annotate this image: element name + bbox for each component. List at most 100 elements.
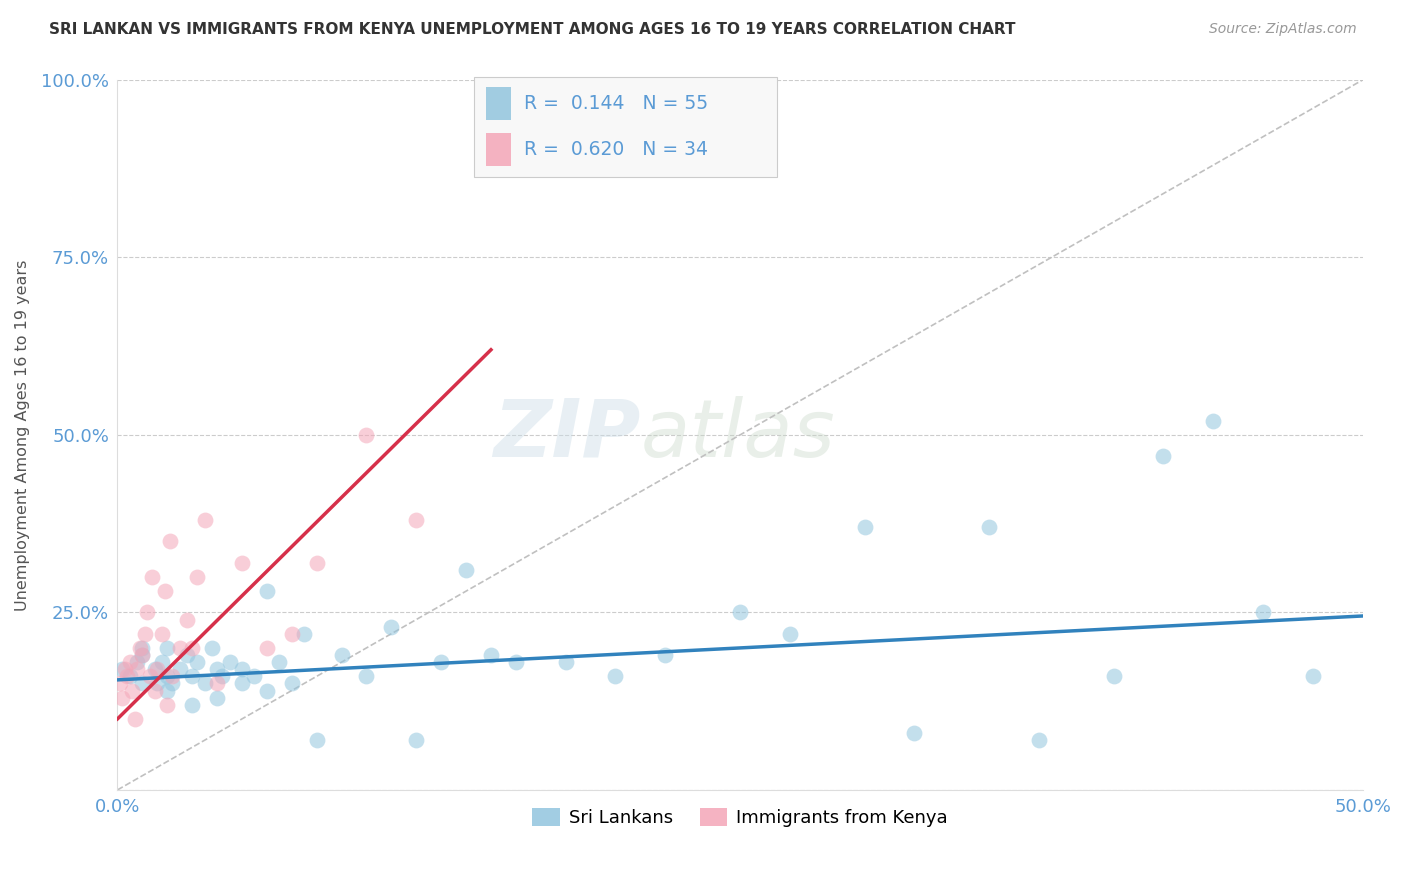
- Point: [143, 683, 166, 698]
- Text: SRI LANKAN VS IMMIGRANTS FROM KENYA UNEMPLOYMENT AMONG AGES 16 TO 19 YEARS CORRE: SRI LANKAN VS IMMIGRANTS FROM KENYA UNEM…: [49, 22, 1015, 37]
- Point: [1102, 669, 1125, 683]
- Point: [256, 584, 278, 599]
- Point: [1202, 414, 1225, 428]
- Point: [903, 726, 925, 740]
- Point: [127, 662, 149, 676]
- Point: [160, 676, 183, 690]
- Point: [156, 669, 179, 683]
- FancyBboxPatch shape: [486, 87, 512, 120]
- Point: [194, 676, 217, 690]
- Point: [1028, 733, 1050, 747]
- Point: [139, 669, 162, 683]
- Legend: Sri Lankans, Immigrants from Kenya: Sri Lankans, Immigrants from Kenya: [526, 800, 955, 834]
- Point: [181, 640, 204, 655]
- Text: R =  0.620   N = 34: R = 0.620 N = 34: [523, 140, 707, 159]
- Point: [156, 683, 179, 698]
- Point: [136, 606, 159, 620]
- Point: [117, 669, 139, 683]
- Point: [194, 513, 217, 527]
- Point: [853, 520, 876, 534]
- Text: Source: ZipAtlas.com: Source: ZipAtlas.com: [1209, 22, 1357, 37]
- Point: [181, 669, 204, 683]
- Point: [479, 648, 502, 662]
- FancyBboxPatch shape: [474, 77, 778, 178]
- Point: [356, 669, 378, 683]
- Point: [292, 626, 315, 640]
- Point: [380, 619, 402, 633]
- Point: [218, 655, 240, 669]
- Point: [977, 520, 1000, 534]
- Y-axis label: Unemployment Among Ages 16 to 19 years: Unemployment Among Ages 16 to 19 years: [15, 260, 30, 611]
- Point: [131, 648, 153, 662]
- Text: ZIP: ZIP: [494, 396, 640, 474]
- Point: [269, 655, 291, 669]
- Point: [176, 613, 198, 627]
- Point: [1152, 449, 1174, 463]
- Point: [176, 648, 198, 662]
- FancyBboxPatch shape: [486, 133, 512, 166]
- Point: [728, 606, 751, 620]
- Point: [134, 626, 156, 640]
- Point: [143, 662, 166, 676]
- Point: [505, 655, 527, 669]
- Point: [146, 662, 169, 676]
- Point: [305, 733, 328, 747]
- Point: [256, 683, 278, 698]
- Point: [124, 712, 146, 726]
- Point: [205, 662, 228, 676]
- Point: [111, 662, 134, 676]
- Point: [131, 676, 153, 690]
- Point: [405, 513, 427, 527]
- Point: [356, 428, 378, 442]
- Point: [146, 676, 169, 690]
- Point: [141, 570, 163, 584]
- Point: [201, 640, 224, 655]
- Point: [211, 669, 233, 683]
- Point: [111, 690, 134, 705]
- Point: [186, 655, 208, 669]
- Point: [121, 683, 143, 698]
- Point: [231, 662, 253, 676]
- Point: [131, 640, 153, 655]
- Point: [1251, 606, 1274, 620]
- Point: [131, 648, 153, 662]
- Point: [1302, 669, 1324, 683]
- Point: [330, 648, 353, 662]
- Point: [205, 690, 228, 705]
- Text: R =  0.144   N = 55: R = 0.144 N = 55: [523, 94, 707, 113]
- Point: [118, 655, 141, 669]
- Point: [160, 669, 183, 683]
- Point: [231, 676, 253, 690]
- Point: [605, 669, 627, 683]
- Point: [405, 733, 427, 747]
- Point: [779, 626, 801, 640]
- Point: [231, 556, 253, 570]
- Point: [114, 662, 136, 676]
- Point: [454, 563, 477, 577]
- Point: [153, 584, 176, 599]
- Point: [243, 669, 266, 683]
- Point: [281, 676, 304, 690]
- Point: [205, 676, 228, 690]
- Point: [128, 640, 150, 655]
- Point: [150, 626, 173, 640]
- Point: [150, 655, 173, 669]
- Point: [159, 534, 181, 549]
- Point: [554, 655, 576, 669]
- Point: [127, 655, 149, 669]
- Point: [181, 698, 204, 712]
- Point: [654, 648, 676, 662]
- Point: [118, 669, 141, 683]
- Point: [169, 662, 191, 676]
- Point: [186, 570, 208, 584]
- Point: [281, 626, 304, 640]
- Point: [479, 144, 502, 158]
- Point: [108, 676, 131, 690]
- Point: [156, 640, 179, 655]
- Point: [169, 640, 191, 655]
- Point: [156, 698, 179, 712]
- Point: [305, 556, 328, 570]
- Point: [430, 655, 453, 669]
- Text: atlas: atlas: [640, 396, 835, 474]
- Point: [256, 640, 278, 655]
